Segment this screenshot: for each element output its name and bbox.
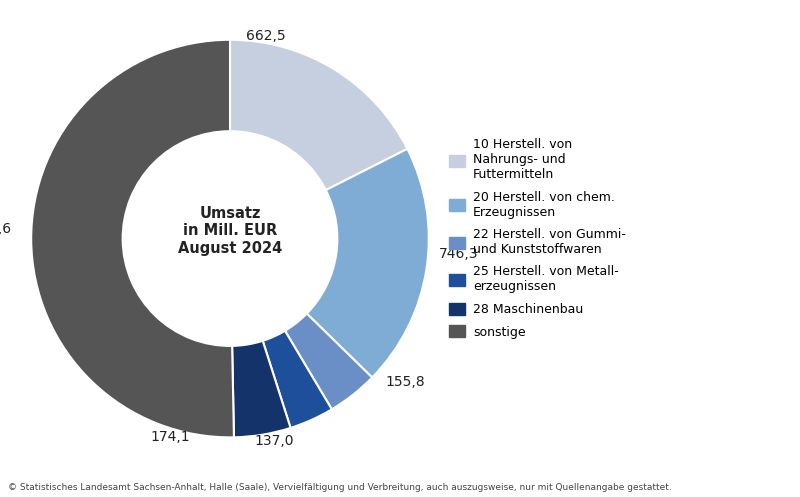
Text: 155,8: 155,8: [385, 375, 425, 389]
Text: 662,5: 662,5: [246, 29, 286, 43]
Text: 137,0: 137,0: [254, 434, 294, 448]
Text: 174,1: 174,1: [150, 430, 190, 444]
Text: 746,3: 746,3: [438, 248, 478, 261]
Wedge shape: [306, 149, 429, 378]
Legend: 10 Herstell. von
Nahrungs- und
Futtermitteln, 20 Herstell. von chem.
Erzeugnisse: 10 Herstell. von Nahrungs- und Futtermit…: [450, 138, 626, 339]
Wedge shape: [232, 341, 290, 437]
Wedge shape: [285, 314, 372, 410]
Text: © Statistisches Landesamt Sachsen-Anhalt, Halle (Saale), Vervielfältigung und Ve: © Statistisches Landesamt Sachsen-Anhalt…: [8, 483, 672, 492]
Text: Umsatz
in Mill. EUR
August 2024: Umsatz in Mill. EUR August 2024: [178, 206, 282, 255]
Text: 1 899,6: 1 899,6: [0, 222, 11, 236]
Wedge shape: [31, 40, 234, 437]
Wedge shape: [262, 331, 332, 428]
Wedge shape: [230, 40, 407, 190]
